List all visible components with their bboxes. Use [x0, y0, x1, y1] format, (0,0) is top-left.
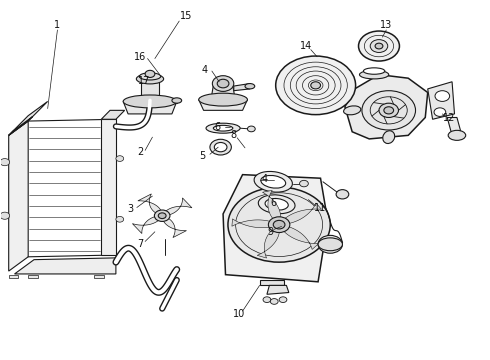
Text: 15: 15: [180, 11, 193, 21]
Circle shape: [210, 139, 231, 155]
Ellipse shape: [364, 68, 385, 74]
Circle shape: [375, 43, 383, 49]
Text: 3: 3: [127, 204, 134, 214]
Ellipse shape: [265, 198, 288, 210]
Ellipse shape: [213, 125, 233, 131]
Text: 4: 4: [262, 174, 268, 184]
Circle shape: [362, 91, 416, 130]
Ellipse shape: [172, 98, 182, 103]
Polygon shape: [9, 121, 28, 271]
Polygon shape: [211, 85, 235, 100]
Polygon shape: [234, 84, 250, 91]
Text: 16: 16: [134, 52, 147, 62]
Polygon shape: [15, 258, 116, 274]
Circle shape: [228, 187, 330, 262]
Polygon shape: [260, 280, 284, 285]
Text: 2: 2: [137, 148, 144, 157]
Ellipse shape: [139, 73, 161, 80]
Polygon shape: [285, 203, 321, 223]
Ellipse shape: [199, 93, 247, 106]
Polygon shape: [132, 217, 159, 234]
Polygon shape: [94, 275, 104, 278]
Circle shape: [116, 216, 123, 222]
Polygon shape: [447, 117, 462, 135]
Polygon shape: [101, 119, 116, 255]
Ellipse shape: [448, 130, 466, 140]
Ellipse shape: [261, 175, 286, 188]
Polygon shape: [157, 98, 177, 103]
Polygon shape: [223, 175, 328, 282]
Circle shape: [270, 298, 278, 304]
Circle shape: [299, 180, 308, 187]
Circle shape: [154, 210, 170, 221]
Text: 12: 12: [442, 113, 455, 123]
Circle shape: [0, 158, 10, 166]
Circle shape: [276, 56, 356, 114]
Circle shape: [212, 76, 234, 91]
Ellipse shape: [383, 131, 394, 144]
Circle shape: [370, 40, 388, 53]
Text: 5: 5: [199, 151, 206, 161]
Polygon shape: [28, 275, 38, 278]
Text: 9: 9: [268, 227, 274, 237]
Circle shape: [318, 235, 343, 253]
Text: 8: 8: [230, 130, 236, 140]
Text: 6: 6: [214, 122, 220, 132]
Text: 13: 13: [380, 19, 392, 30]
Circle shape: [379, 103, 398, 117]
Text: 17: 17: [138, 76, 150, 86]
Ellipse shape: [343, 106, 361, 115]
Polygon shape: [9, 275, 19, 278]
Polygon shape: [164, 219, 187, 238]
Ellipse shape: [206, 123, 240, 133]
Circle shape: [158, 213, 166, 219]
Circle shape: [435, 91, 450, 102]
Ellipse shape: [258, 195, 295, 214]
Ellipse shape: [123, 95, 177, 108]
Circle shape: [269, 217, 290, 233]
Circle shape: [214, 143, 227, 152]
Polygon shape: [9, 102, 48, 135]
Ellipse shape: [318, 238, 343, 251]
Polygon shape: [199, 100, 247, 111]
Circle shape: [279, 297, 287, 302]
Circle shape: [217, 79, 229, 88]
Text: 1: 1: [54, 19, 60, 30]
Circle shape: [336, 190, 349, 199]
Circle shape: [434, 108, 446, 116]
Ellipse shape: [245, 84, 255, 89]
Polygon shape: [284, 227, 318, 249]
Circle shape: [116, 156, 123, 161]
Polygon shape: [257, 230, 279, 258]
Text: 14: 14: [300, 41, 312, 51]
Polygon shape: [141, 80, 159, 103]
Circle shape: [311, 82, 320, 89]
Polygon shape: [267, 285, 289, 294]
Circle shape: [247, 126, 255, 132]
Circle shape: [263, 297, 271, 302]
Text: 11: 11: [315, 203, 327, 212]
Circle shape: [384, 107, 393, 114]
Ellipse shape: [254, 171, 293, 192]
Polygon shape: [428, 82, 455, 119]
Circle shape: [359, 31, 399, 61]
Text: 7: 7: [137, 239, 144, 249]
Polygon shape: [345, 75, 428, 139]
Polygon shape: [101, 111, 124, 119]
Ellipse shape: [136, 74, 164, 84]
Polygon shape: [138, 194, 161, 213]
Text: 4: 4: [202, 65, 208, 75]
Polygon shape: [166, 198, 192, 215]
Polygon shape: [123, 102, 177, 114]
Polygon shape: [232, 219, 270, 228]
Circle shape: [145, 70, 155, 77]
Text: 10: 10: [233, 309, 245, 319]
Text: 6: 6: [270, 198, 276, 208]
Circle shape: [0, 212, 10, 219]
Polygon shape: [263, 190, 281, 219]
Circle shape: [273, 220, 285, 229]
Polygon shape: [9, 117, 32, 135]
Ellipse shape: [360, 70, 389, 79]
